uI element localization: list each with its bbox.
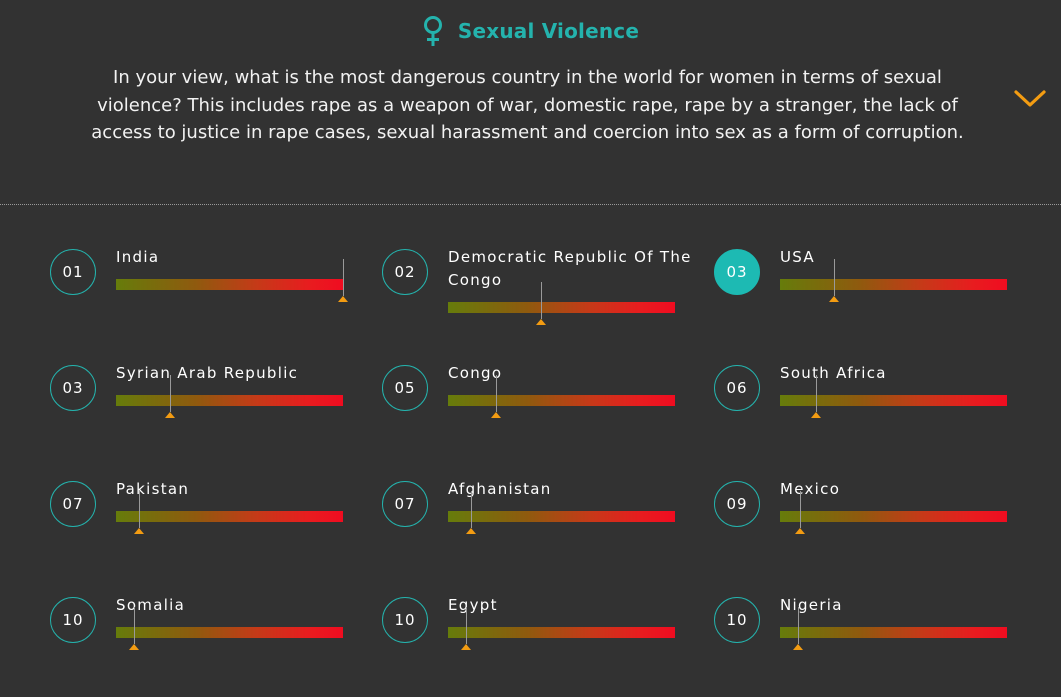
country-item[interactable]: 03 USA [714,248,1044,349]
level-marker-triangle [829,296,839,302]
female-symbol-icon [422,15,444,47]
level-marker-line [496,375,497,412]
rank-badge: 07 [382,481,428,527]
danger-level-bar [116,511,343,522]
country-name: Egypt [448,596,498,614]
rank-badge: 01 [50,249,96,295]
level-marker-triangle [338,296,348,302]
country-item[interactable]: 07 Afghanistan [382,480,712,581]
level-marker-triangle [811,412,821,418]
danger-level-bar [116,395,343,406]
country-name: Congo [448,364,503,382]
rank-badge: 03 [50,365,96,411]
level-marker-triangle [793,644,803,650]
level-marker-line [343,259,344,296]
level-marker-line [541,282,542,319]
country-item[interactable]: 10 Nigeria [714,596,1044,697]
country-ranking-grid: 01 India 02 Democratic Republic Of The Cong… [0,205,1061,695]
level-marker-triangle [461,644,471,650]
danger-level-bar [780,279,1007,290]
country-name: Nigeria [780,596,843,614]
question-text: In your view, what is the most dangerous… [91,67,964,143]
danger-level-bar [448,395,675,406]
level-marker-triangle [491,412,501,418]
danger-level-bar [448,511,675,522]
level-marker-triangle [129,644,139,650]
level-marker-triangle [165,412,175,418]
danger-level-bar [780,627,1007,638]
country-name: Pakistan [116,480,190,498]
level-marker-line [466,607,467,644]
country-name: Somalia [116,596,186,614]
rank-badge: 06 [714,365,760,411]
rank-badge: 07 [50,481,96,527]
country-item[interactable]: 09 Mexico [714,480,1044,581]
level-marker-line [139,491,140,528]
rank-badge: 10 [50,597,96,643]
danger-level-bar [448,302,675,313]
rank-badge: 10 [714,597,760,643]
country-item[interactable]: 07 Pakistan [50,480,380,581]
country-item[interactable]: 05 Congo [382,364,712,465]
category-title: Sexual Violence [457,19,640,43]
level-marker-line [834,259,835,296]
rank-badge: 02 [382,249,428,295]
danger-level-bar [780,511,1007,522]
country-item[interactable]: 06 South Africa [714,364,1044,465]
divider [0,204,1061,205]
question-header: Sexual Violence In your view, what is th… [0,0,1061,204]
level-marker-triangle [134,528,144,534]
country-name: South Africa [780,364,887,382]
rank-badge: 10 [382,597,428,643]
level-marker-line [170,375,171,412]
danger-level-bar [448,627,675,638]
level-marker-triangle [466,528,476,534]
country-item[interactable]: 01 India [50,248,380,349]
chevron-down-icon[interactable] [1012,86,1048,110]
rank-badge: 03 [714,249,760,295]
country-name: USA [780,248,815,266]
level-marker-line [800,491,801,528]
level-marker-line [134,607,135,644]
level-marker-line [798,607,799,644]
rank-badge: 09 [714,481,760,527]
level-marker-line [471,491,472,528]
level-marker-triangle [536,319,546,325]
country-item[interactable]: 10 Somalia [50,596,380,697]
danger-level-bar [116,279,343,290]
level-marker-line [816,375,817,412]
level-marker-triangle [795,528,805,534]
danger-level-bar [780,395,1007,406]
country-item[interactable]: 10 Egypt [382,596,712,697]
country-item[interactable]: 02 Democratic Republic Of The Congo [382,248,712,349]
country-name: Mexico [780,480,841,498]
country-name: Democratic Republic Of The Congo [448,248,692,289]
rank-badge: 05 [382,365,428,411]
country-name: Afghanistan [448,480,552,498]
danger-level-bar [116,627,343,638]
title-row: Sexual Violence [0,14,1061,48]
country-name: India [116,248,160,266]
country-name: Syrian Arab Republic [116,364,299,382]
country-item[interactable]: 03 Syrian Arab Republic [50,364,380,465]
